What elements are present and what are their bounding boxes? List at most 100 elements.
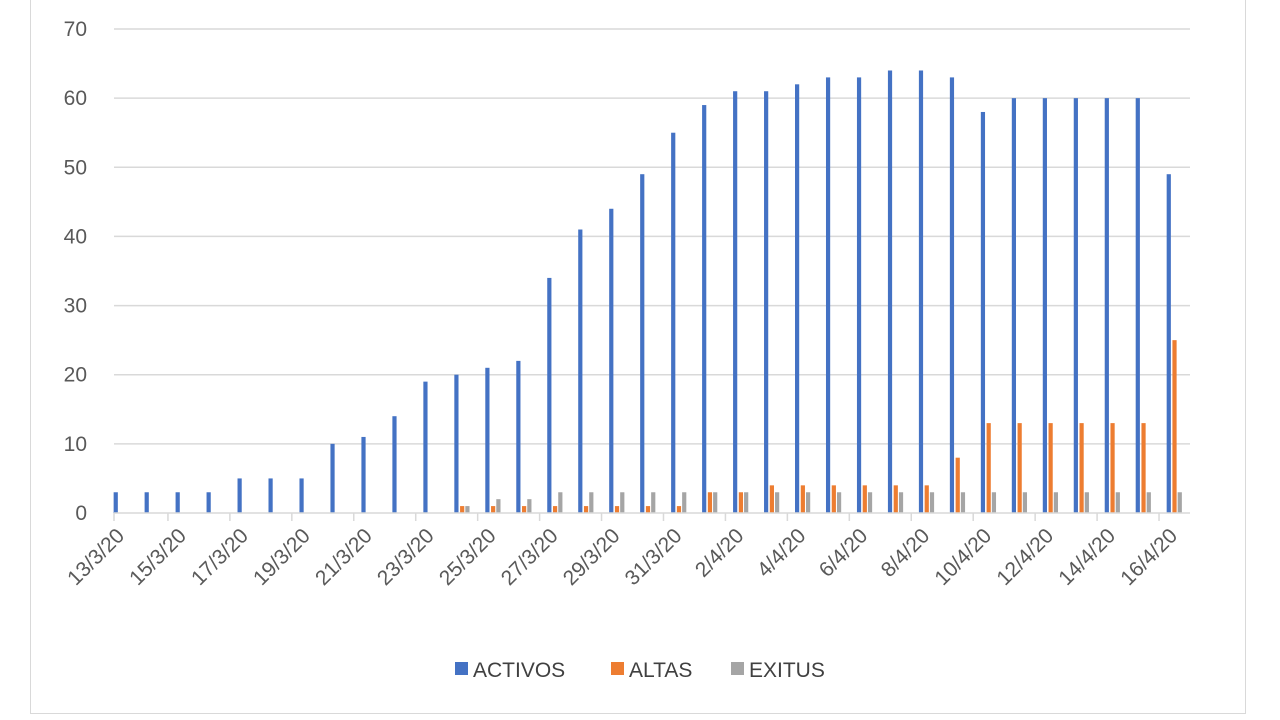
- bar-activos-27-3-20: [547, 277, 552, 513]
- bar-exitus-1-4-20: [713, 492, 718, 513]
- bar-altas-4-4-20: [800, 485, 805, 513]
- bar-activos-15-3-20: [175, 492, 180, 513]
- bar-exitus-28-3-20: [589, 492, 594, 513]
- bar-activos-16-3-20: [206, 492, 211, 513]
- y-tick-label: 30: [64, 295, 87, 318]
- x-tick-label: 4/4/20: [753, 524, 811, 582]
- bar-activos-1-4-20: [702, 105, 707, 514]
- x-tick-label: 27/3/20: [497, 524, 563, 590]
- bar-exitus-7-4-20: [898, 492, 904, 513]
- bar-exitus-29-3-20: [620, 492, 625, 513]
- bar-altas-24-3-20: [460, 506, 465, 513]
- bars: [113, 70, 1182, 514]
- x-tick-label: 14/4/20: [1054, 524, 1120, 590]
- bar-exitus-26-3-20: [527, 499, 532, 513]
- bar-altas-8-4-20: [924, 485, 929, 513]
- x-tick-label: 16/4/20: [1116, 524, 1182, 590]
- bar-exitus-16-4-20: [1177, 492, 1182, 513]
- bar-activos-24-3-20: [454, 374, 459, 513]
- bar-activos-21-3-20: [361, 436, 366, 513]
- x-tick-label: 12/4/20: [992, 524, 1058, 590]
- x-tick-label: 6/4/20: [815, 524, 873, 582]
- x-axis: [113, 512, 1190, 521]
- bar-exitus-9-4-20: [960, 492, 966, 513]
- bar-activos-15-4-20: [1135, 98, 1140, 514]
- bar-exitus-10-4-20: [991, 492, 997, 513]
- legend-swatch-altas: [611, 662, 624, 675]
- bar-altas-27-3-20: [552, 506, 558, 513]
- bar-exitus-12-4-20: [1053, 492, 1058, 513]
- bar-activos-9-4-20: [949, 77, 955, 514]
- bar-altas-13-4-20: [1079, 423, 1084, 513]
- legend-swatch-activos: [455, 662, 468, 675]
- bar-altas-7-4-20: [893, 485, 898, 513]
- bar-activos-12-4-20: [1042, 98, 1047, 514]
- x-tick-label: 17/3/20: [187, 524, 253, 590]
- bar-exitus-30-3-20: [651, 492, 656, 513]
- bar-activos-3-4-20: [764, 91, 769, 513]
- bar-activos-16-4-20: [1166, 174, 1171, 513]
- y-tick-label: 60: [64, 87, 87, 110]
- bar-altas-26-3-20: [522, 506, 527, 513]
- bar-altas-3-4-20: [769, 485, 774, 513]
- bar-activos-2-4-20: [733, 91, 738, 513]
- x-tick-label: 13/3/20: [63, 524, 129, 590]
- bar-exitus-3-4-20: [775, 492, 780, 513]
- bar-altas-2-4-20: [738, 492, 744, 513]
- bar-exitus-4-4-20: [806, 492, 811, 513]
- x-tick-label: 19/3/20: [249, 524, 315, 590]
- bar-exitus-31-3-20: [682, 492, 687, 513]
- bar-activos-10-4-20: [980, 111, 986, 513]
- bar-altas-6-4-20: [862, 485, 867, 513]
- gridlines: [114, 28, 1190, 445]
- bar-activos-30-3-20: [640, 174, 645, 513]
- bar-activos-18-3-20: [268, 478, 273, 513]
- x-tick-label: 15/3/20: [125, 524, 191, 590]
- x-tick-label: 25/3/20: [435, 524, 501, 590]
- bar-exitus-13-4-20: [1084, 492, 1089, 513]
- bar-activos-22-3-20: [392, 416, 397, 513]
- x-tick-label: 31/3/20: [621, 524, 687, 590]
- bar-exitus-11-4-20: [1022, 492, 1028, 513]
- bar-activos-14-4-20: [1104, 98, 1109, 514]
- bar-activos-5-4-20: [825, 77, 831, 514]
- bar-altas-28-3-20: [583, 506, 589, 513]
- legend-label-exitus: EXITUS: [749, 659, 825, 682]
- y-tick-label: 20: [64, 364, 87, 387]
- bar-altas-15-4-20: [1141, 423, 1146, 513]
- x-tick-label: 2/4/20: [691, 524, 749, 582]
- bar-altas-25-3-20: [491, 506, 496, 513]
- bar-activos-14-3-20: [144, 492, 149, 513]
- bar-activos-13-4-20: [1073, 98, 1078, 514]
- y-tick-label: 70: [64, 18, 87, 41]
- bar-exitus-2-4-20: [744, 492, 749, 513]
- legend-label-activos: ACTIVOS: [473, 659, 565, 682]
- y-tick-label: 0: [75, 502, 87, 525]
- bar-activos-17-3-20: [237, 478, 242, 513]
- y-tick-label: 50: [64, 156, 87, 179]
- x-axis-ticks: 13/3/2015/3/2017/3/2019/3/2021/3/2023/3/…: [63, 524, 1182, 590]
- bar-altas-16-4-20: [1172, 340, 1177, 513]
- x-tick-label: 8/4/20: [877, 524, 935, 582]
- bar-activos-23-3-20: [423, 381, 428, 513]
- bar-exitus-27-3-20: [558, 492, 563, 513]
- bar-activos-7-4-20: [887, 70, 893, 513]
- bar-altas-30-3-20: [645, 506, 651, 513]
- bar-activos-6-4-20: [856, 77, 862, 514]
- bar-activos-31-3-20: [671, 132, 676, 513]
- legend: ACTIVOS ALTAS EXITUS: [455, 659, 825, 682]
- y-axis-ticks: 0 10 20 30 40 50 60 70: [64, 18, 87, 525]
- bar-activos-11-4-20: [1011, 98, 1017, 514]
- bar-altas-5-4-20: [831, 485, 836, 513]
- bar-altas-10-4-20: [986, 423, 991, 513]
- bar-altas-9-4-20: [955, 457, 960, 513]
- bar-activos-26-3-20: [516, 360, 521, 513]
- bar-exitus-24-3-20: [465, 506, 470, 513]
- y-tick-label: 40: [64, 225, 87, 248]
- bar-activos-25-3-20: [485, 367, 490, 513]
- x-tick-label: 23/3/20: [373, 524, 439, 590]
- bar-altas-31-3-20: [676, 506, 682, 513]
- bar-exitus-8-4-20: [929, 492, 935, 513]
- bar-exitus-5-4-20: [836, 492, 842, 513]
